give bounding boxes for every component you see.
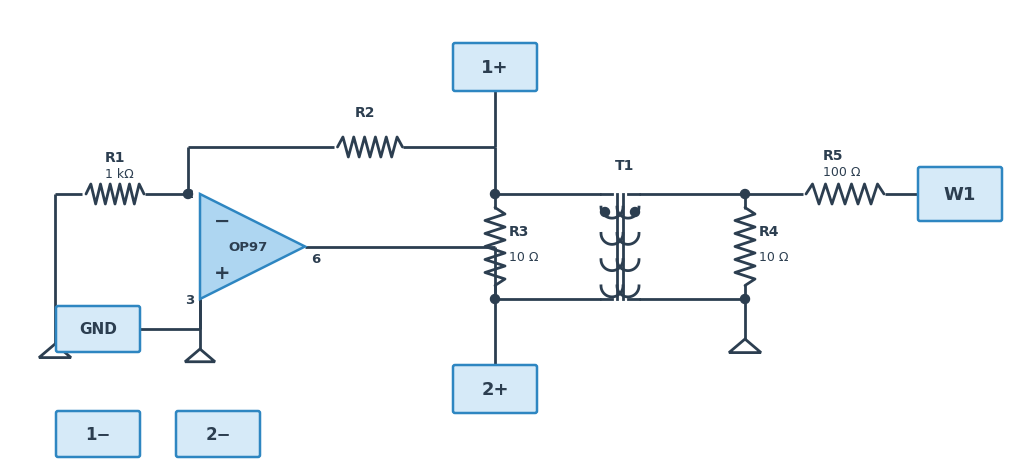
Text: 6: 6 — [311, 252, 321, 266]
Text: T1: T1 — [615, 159, 634, 173]
Text: R3: R3 — [509, 225, 530, 239]
Circle shape — [184, 190, 193, 199]
Circle shape — [630, 208, 639, 217]
Text: W1: W1 — [944, 186, 976, 204]
Circle shape — [490, 295, 499, 304]
Circle shape — [601, 208, 609, 217]
Text: 2: 2 — [185, 188, 194, 201]
Circle shape — [741, 295, 749, 304]
Text: R5: R5 — [823, 149, 843, 163]
Circle shape — [741, 190, 749, 199]
Text: −: − — [214, 211, 230, 230]
FancyBboxPatch shape — [918, 168, 1002, 221]
Polygon shape — [200, 195, 304, 299]
FancyBboxPatch shape — [56, 411, 140, 457]
Text: +: + — [214, 264, 230, 283]
Text: R1: R1 — [105, 151, 126, 165]
Text: 1+: 1+ — [481, 59, 509, 77]
Text: 100 Ω: 100 Ω — [823, 166, 861, 178]
FancyBboxPatch shape — [453, 365, 537, 413]
FancyBboxPatch shape — [176, 411, 260, 457]
Text: 1−: 1− — [85, 425, 111, 443]
Text: 2−: 2− — [205, 425, 230, 443]
Text: GND: GND — [79, 322, 117, 337]
Text: 10 Ω: 10 Ω — [509, 250, 539, 263]
Text: 1 kΩ: 1 kΩ — [105, 168, 134, 180]
Text: R2: R2 — [355, 106, 376, 120]
Text: 10 Ω: 10 Ω — [759, 250, 789, 263]
Text: R4: R4 — [759, 225, 780, 239]
FancyBboxPatch shape — [56, 307, 140, 352]
Text: 3: 3 — [185, 293, 194, 306]
Circle shape — [490, 190, 499, 199]
Text: 2+: 2+ — [481, 380, 509, 398]
FancyBboxPatch shape — [453, 44, 537, 92]
Text: OP97: OP97 — [228, 240, 267, 253]
